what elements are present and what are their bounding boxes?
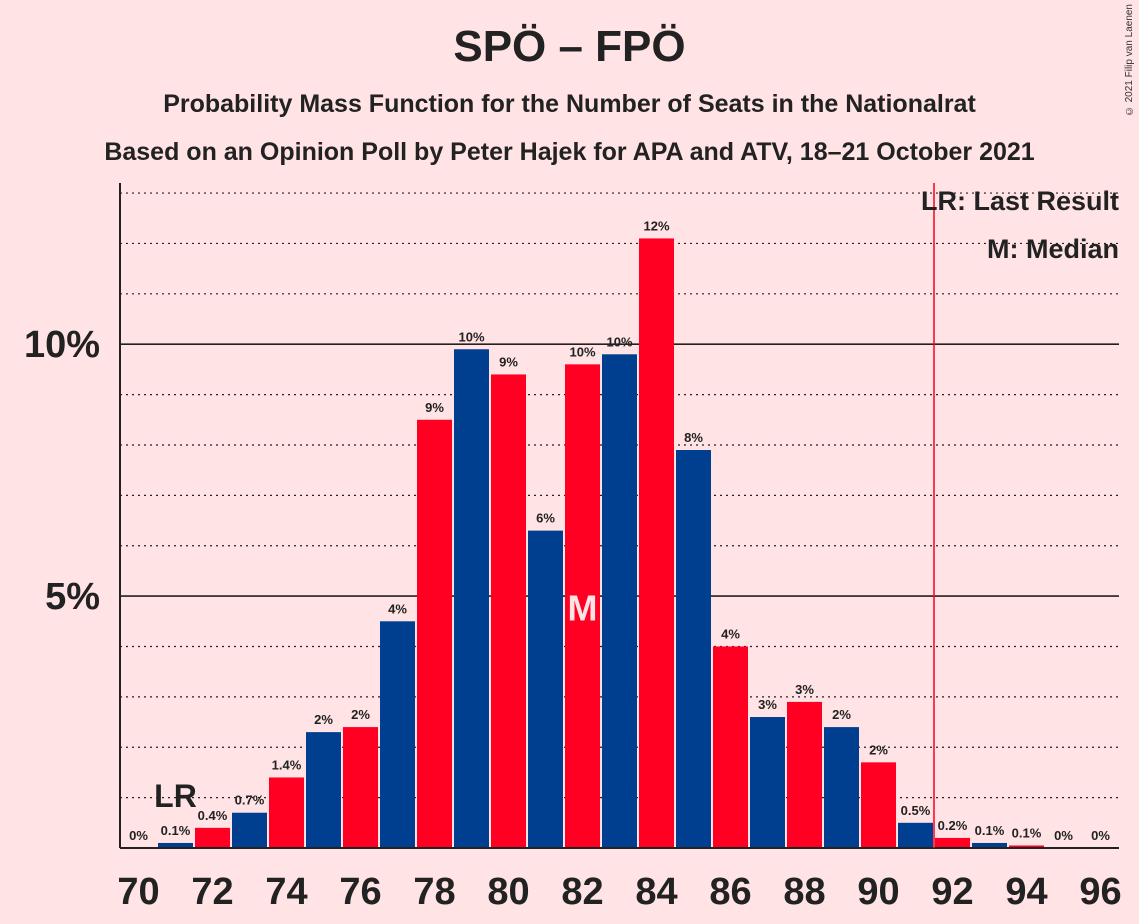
- bar-value-label: 0.7%: [235, 793, 265, 808]
- bar-seat-91: [898, 822, 933, 848]
- x-tick-label: 78: [413, 871, 455, 913]
- bar-value-label: 3%: [758, 697, 777, 712]
- bar-seat-75: [306, 732, 341, 848]
- bar-value-label: 0.1%: [161, 823, 191, 838]
- bar-seat-77: [380, 621, 415, 848]
- x-tick-label: 94: [1005, 871, 1047, 913]
- x-tick-label: 90: [857, 871, 899, 913]
- bar-seat-81: [528, 530, 563, 848]
- bar-seat-90: [861, 762, 896, 848]
- bar-seat-78: [417, 419, 452, 848]
- bar-seat-72: [195, 827, 230, 848]
- bar-value-label: 6%: [536, 511, 555, 526]
- bar-value-label: 0.1%: [1012, 825, 1042, 840]
- bar-value-label: 4%: [388, 601, 407, 616]
- x-tick-label: 70: [117, 871, 159, 913]
- bar-value-label: 10%: [606, 334, 632, 349]
- bar-value-label: 0.1%: [975, 823, 1005, 838]
- x-tick-label: 86: [709, 871, 751, 913]
- bar-value-label: 0%: [129, 828, 148, 843]
- legend-entry: LR: Last Result: [921, 186, 1119, 216]
- x-tick-label: 88: [783, 871, 825, 913]
- bar-seat-76: [343, 727, 378, 848]
- bar-value-label: 2%: [832, 707, 851, 722]
- bar-seat-92: [935, 837, 970, 848]
- x-tick-label: 74: [265, 871, 307, 913]
- chart-subtitle-source: Based on an Opinion Poll by Peter Hajek …: [104, 138, 1035, 166]
- bar-seat-71: [158, 842, 193, 848]
- bar-value-label: 9%: [499, 354, 518, 369]
- bar-seat-83: [602, 354, 637, 848]
- bar-seat-82: [565, 364, 600, 848]
- bar-seat-80: [491, 374, 526, 848]
- bar-value-label: 0%: [1054, 828, 1073, 843]
- bar-value-label: 0.2%: [938, 818, 968, 833]
- bar-value-label: 10%: [458, 329, 484, 344]
- x-tick-label: 82: [561, 871, 603, 913]
- chart-title: SPÖ – FPÖ: [453, 22, 686, 71]
- x-tick-label: 96: [1079, 871, 1121, 913]
- bar-seat-88: [787, 701, 822, 848]
- bar-value-label: 10%: [569, 344, 595, 359]
- bar-seat-73: [232, 812, 267, 848]
- bar-value-label: 0%: [1091, 828, 1110, 843]
- x-tick-label: 80: [487, 871, 529, 913]
- bar-value-label: 9%: [425, 400, 444, 415]
- bar-value-label: 0.4%: [198, 808, 228, 823]
- bar-value-label: 0.5%: [901, 803, 931, 818]
- bar-value-label: 2%: [351, 707, 370, 722]
- bar-value-label: 12%: [643, 218, 669, 233]
- bar-value-label: 1.4%: [272, 757, 302, 772]
- bar-value-label: 8%: [684, 430, 703, 445]
- median-marker: M: [568, 587, 598, 628]
- x-tick-label: 72: [191, 871, 233, 913]
- bar-seat-85: [676, 450, 711, 848]
- bar-seat-89: [824, 727, 859, 848]
- bar-value-label: 2%: [314, 712, 333, 727]
- bar-value-label: 4%: [721, 626, 740, 641]
- bar-seat-74: [269, 777, 304, 848]
- last-result-marker: LR: [154, 778, 197, 814]
- legend-entry: M: Median: [987, 234, 1119, 264]
- bar-seat-94: [1009, 845, 1044, 848]
- bar-seat-84: [639, 238, 674, 848]
- x-tick-label: 76: [339, 871, 381, 913]
- y-tick-label: 5%: [45, 576, 100, 618]
- chart-subtitle: Probability Mass Function for the Number…: [163, 90, 976, 118]
- bar-seat-93: [972, 842, 1007, 848]
- bar-seat-86: [713, 646, 748, 848]
- bar-seat-79: [454, 349, 489, 848]
- bar-value-label: 3%: [795, 682, 814, 697]
- y-tick-label: 10%: [24, 324, 100, 366]
- bar-value-label: 2%: [869, 742, 888, 757]
- x-tick-label: 92: [931, 871, 973, 913]
- x-tick-label: 84: [635, 871, 677, 913]
- bar-seat-87: [750, 717, 785, 848]
